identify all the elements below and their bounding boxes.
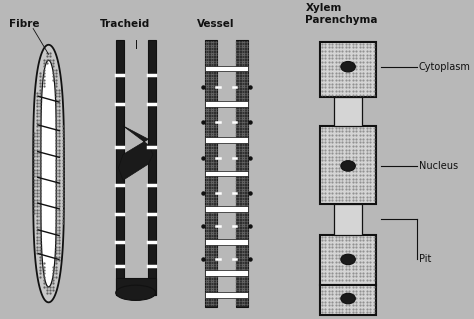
Bar [205, 171, 248, 176]
Bar [334, 204, 362, 234]
Ellipse shape [341, 161, 356, 171]
Bar [116, 278, 155, 295]
Ellipse shape [116, 285, 155, 300]
Bar [205, 137, 248, 143]
Ellipse shape [341, 254, 356, 265]
Text: Vessel: Vessel [197, 19, 234, 29]
Text: Cytoplasm: Cytoplasm [419, 62, 471, 72]
Bar [205, 270, 248, 276]
Bar [320, 126, 376, 204]
Text: Pit: Pit [419, 255, 431, 264]
Bar [320, 234, 376, 285]
Bar [205, 101, 248, 107]
Bar [205, 66, 248, 71]
Bar [205, 292, 248, 298]
Bar [205, 239, 248, 245]
Bar [205, 40, 218, 307]
Text: Xylem
Parenchyma: Xylem Parenchyma [305, 3, 378, 25]
Polygon shape [33, 45, 64, 302]
Text: Fibre: Fibre [9, 19, 39, 29]
Text: Nucleus: Nucleus [419, 161, 458, 171]
Ellipse shape [341, 293, 356, 304]
Bar [334, 97, 362, 126]
Bar [236, 40, 248, 307]
Ellipse shape [341, 62, 356, 72]
Bar [320, 285, 376, 315]
Text: Tracheid: Tracheid [100, 19, 150, 29]
Polygon shape [118, 126, 153, 180]
Bar [320, 42, 376, 97]
Bar [116, 40, 124, 295]
Bar [147, 40, 155, 295]
Bar [205, 206, 248, 212]
Polygon shape [41, 60, 56, 287]
